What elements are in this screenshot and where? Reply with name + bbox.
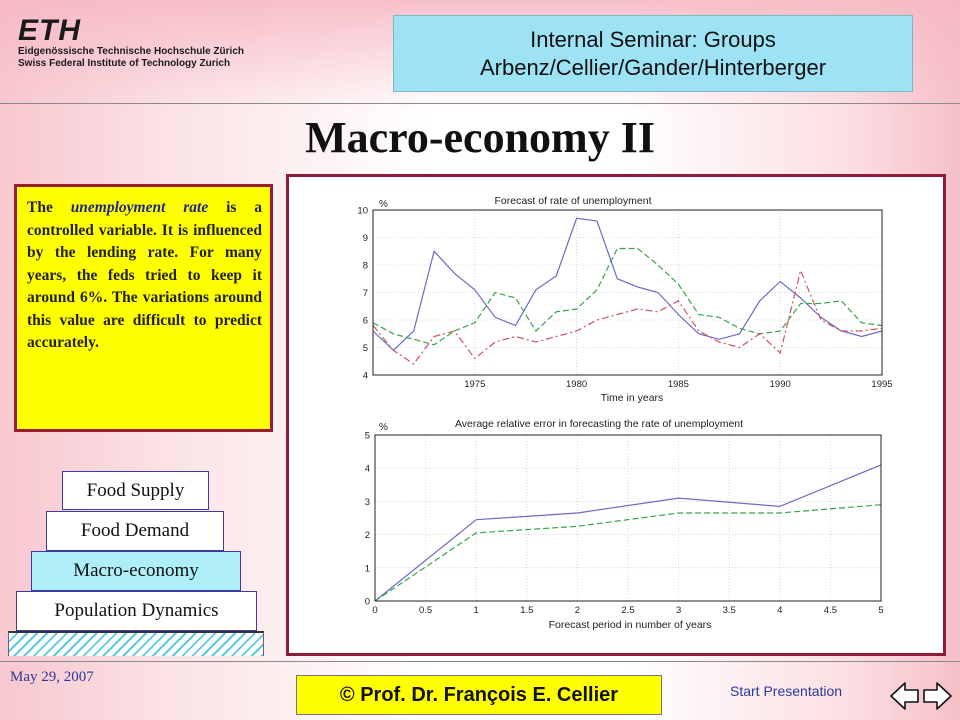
chart2-title: Average relative error in forecasting th…	[455, 418, 743, 430]
chart2-plot-area	[374, 434, 882, 602]
nav-macro-economy-label: Macro-economy	[73, 560, 199, 581]
seminar-line1: Internal Seminar: Groups	[530, 26, 776, 52]
nav-food-supply[interactable]: Food Supply	[62, 471, 209, 510]
chart1-xtick-label: 1975	[464, 379, 485, 390]
chart1-series-3-line	[372, 268, 883, 365]
forecast-error-chart: Average relative error in forecasting th…	[365, 418, 884, 631]
chart2-series-2-line	[374, 504, 882, 602]
chart1-ytick-label: 6	[363, 316, 368, 327]
eth-logo: ETH Eidgenössische Technische Hochschule…	[18, 16, 258, 70]
chart1-ytick-label: 7	[363, 288, 368, 299]
nav-population-dynamics-label: Population Dynamics	[54, 600, 219, 621]
explanation-text-box: The unemployment rate is a controlled va…	[14, 184, 273, 432]
chart2-ytick-label: 1	[365, 563, 370, 574]
chart2-ylabel: %	[379, 422, 388, 433]
chart2-xtick-label: 0.5	[419, 605, 432, 616]
chart2-xtick-label: 2	[575, 605, 580, 616]
nav-macro-economy[interactable]: Macro-economy	[31, 551, 241, 591]
chart1-xtick-label: 1995	[871, 379, 892, 390]
start-presentation-link[interactable]: Start Presentation	[730, 683, 843, 699]
seminar-line2: Arbenz/Cellier/Gander/Hinterberger	[479, 54, 827, 80]
chart2-xtick-label: 2.5	[621, 605, 634, 616]
chart1-ytick-label: 5	[363, 343, 368, 354]
chart1-plot-area	[372, 209, 883, 376]
ground-hatch	[8, 631, 264, 656]
chart1-ylabel: %	[379, 199, 388, 210]
arrow-left-icon[interactable]	[890, 682, 919, 710]
footer-copyright: © Prof. Dr. François E. Cellier	[339, 683, 619, 706]
charts-svg: Forecast of rate of unemployment % Time …	[357, 195, 892, 631]
chart2-xtick-label: 3.5	[723, 605, 736, 616]
text-suffix: is a controlled variable. It is influenc…	[27, 199, 263, 351]
chart1-ytick-label: 10	[357, 206, 368, 217]
eth-logo-line1: Eidgenössische Technische Hochschule Zür…	[18, 46, 244, 57]
chart1-xlabel: Time in years	[601, 392, 664, 404]
chart1-xtick-label: 1985	[668, 379, 689, 390]
chart2-ytick-label: 3	[365, 497, 370, 508]
header-divider	[0, 103, 960, 104]
nav-arrows	[888, 676, 954, 720]
slide-title: Macro-economy II	[305, 113, 655, 162]
chart1-ytick-label: 4	[363, 371, 368, 382]
chart1-xtick-label: 1980	[566, 379, 587, 390]
nav-food-demand-label: Food Demand	[80, 520, 190, 541]
chart2-xlabel: Forecast period in number of years	[549, 619, 712, 631]
chart2-xtick-label: 4	[777, 605, 782, 616]
chart-frame: Forecast of rate of unemployment % Time …	[286, 174, 946, 656]
chart1-xtick-label: 1990	[770, 379, 791, 390]
nav-population-dynamics[interactable]: Population Dynamics	[16, 591, 257, 631]
text-highlight: unemployment rate	[70, 199, 209, 216]
footer-divider	[0, 661, 960, 662]
arrow-right-icon[interactable]	[923, 682, 952, 710]
chart2-xtick-label: 0	[372, 605, 377, 616]
footer-date: May 29, 2007	[10, 669, 94, 685]
chart2-xtick-label: 1.5	[520, 605, 533, 616]
chart2-series-1-line	[374, 464, 882, 602]
seminar-title-box: Internal Seminar: Groups Arbenz/Cellier/…	[393, 15, 913, 92]
chart1-ytick-label: 9	[363, 233, 368, 244]
chart2-xtick-label: 3	[676, 605, 681, 616]
eth-logo-mark: ETH	[18, 14, 81, 47]
chart2-ytick-label: 4	[365, 464, 370, 475]
nav-food-demand[interactable]: Food Demand	[46, 511, 224, 551]
chart2-ytick-label: 2	[365, 530, 370, 541]
chart1-series-1-line	[372, 217, 883, 352]
chart1-title: Forecast of rate of unemployment	[495, 195, 652, 207]
text-prefix: The	[27, 199, 71, 216]
chart2-xtick-label: 5	[878, 605, 883, 616]
nav-food-supply-label: Food Supply	[86, 479, 185, 501]
chart2-xtick-label: 4.5	[824, 605, 837, 616]
chart2-xtick-label: 1	[474, 605, 479, 616]
footer-copyright-box: © Prof. Dr. François E. Cellier	[296, 675, 662, 715]
chart2-ytick-label: 5	[365, 431, 370, 442]
chart1-series-2-line	[372, 247, 883, 346]
chart1-ytick-label: 8	[363, 261, 368, 272]
eth-logo-line2: Swiss Federal Institute of Technology Zu…	[18, 58, 231, 69]
chart2-ytick-label: 0	[365, 597, 370, 608]
unemployment-forecast-chart: Forecast of rate of unemployment % Time …	[357, 195, 892, 404]
